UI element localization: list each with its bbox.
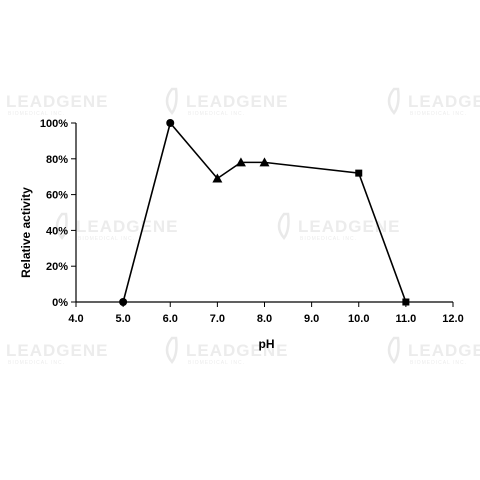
series-line: [122, 121, 407, 303]
data-point-square: [355, 169, 363, 177]
data-point-triangle: [259, 157, 270, 167]
data-point-circle: [119, 298, 128, 306]
watermark-subtext: BIOMEDICAL INC.: [300, 236, 357, 242]
watermark-text: LEADGENE: [6, 92, 108, 111]
data-point-circle: [166, 119, 175, 127]
x-tick-label: 6.0: [163, 313, 178, 325]
watermark-text: LEADGENE: [6, 341, 108, 360]
watermark-subtext: BIOMEDICAL INC.: [8, 360, 65, 366]
watermark-text: LEADGENE: [186, 92, 288, 111]
series-activity: [119, 119, 410, 306]
y-tick-label: 60%: [46, 190, 68, 202]
x-tick-label: 9.0: [304, 313, 319, 325]
watermark-text: LEADGENE: [298, 217, 400, 236]
data-point-square: [402, 298, 410, 306]
x-tick-label: 8.0: [257, 313, 272, 325]
leaf-icon: [387, 336, 400, 365]
data-point-triangle: [212, 173, 223, 183]
leaf-icon: [277, 212, 290, 241]
y-axis-title: Relative activity: [19, 187, 33, 278]
watermark-subtext: BIOMEDICAL INC.: [410, 111, 467, 117]
ticks: 4.0 5.0 6.0 7.0 8.0 9.0 10.0 11.0 12.0 0% 20% 40% 60…: [40, 118, 464, 325]
data-point-triangle: [235, 157, 246, 167]
y-tick-label: 20%: [46, 261, 68, 273]
leaf-icon: [387, 87, 400, 116]
x-tick-label: 4.0: [68, 313, 83, 325]
watermark-text: LEADGENE: [408, 92, 480, 111]
y-tick-label: 40%: [46, 225, 68, 237]
x-tick-label: 7.0: [210, 313, 225, 325]
y-tick-label: 100%: [40, 118, 68, 130]
watermark-text: LEADGENE: [186, 341, 288, 360]
y-tick-label: 80%: [46, 154, 68, 166]
leaf-icon: [165, 87, 178, 116]
x-axis-title: pH: [259, 337, 275, 351]
x-tick-label: 12.0: [442, 313, 463, 325]
x-tick-label: 5.0: [115, 313, 130, 325]
y-tick-label: 0%: [52, 297, 68, 309]
x-tick-label: 10.0: [348, 313, 369, 325]
watermark-subtext: BIOMEDICAL INC.: [78, 236, 135, 242]
x-tick-label: 11.0: [395, 313, 416, 325]
watermark-text: LEADGENE: [76, 217, 178, 236]
watermark-subtext: BIOMEDICAL INC.: [8, 111, 65, 117]
watermark-subtext: BIOMEDICAL INC.: [188, 360, 245, 366]
leaf-icon: [55, 212, 68, 241]
watermark-subtext: BIOMEDICAL INC.: [188, 111, 245, 117]
leaf-icon: [165, 336, 178, 365]
watermark-subtext: BIOMEDICAL INC.: [410, 360, 467, 366]
watermark-text: LEADGENE: [408, 341, 480, 360]
